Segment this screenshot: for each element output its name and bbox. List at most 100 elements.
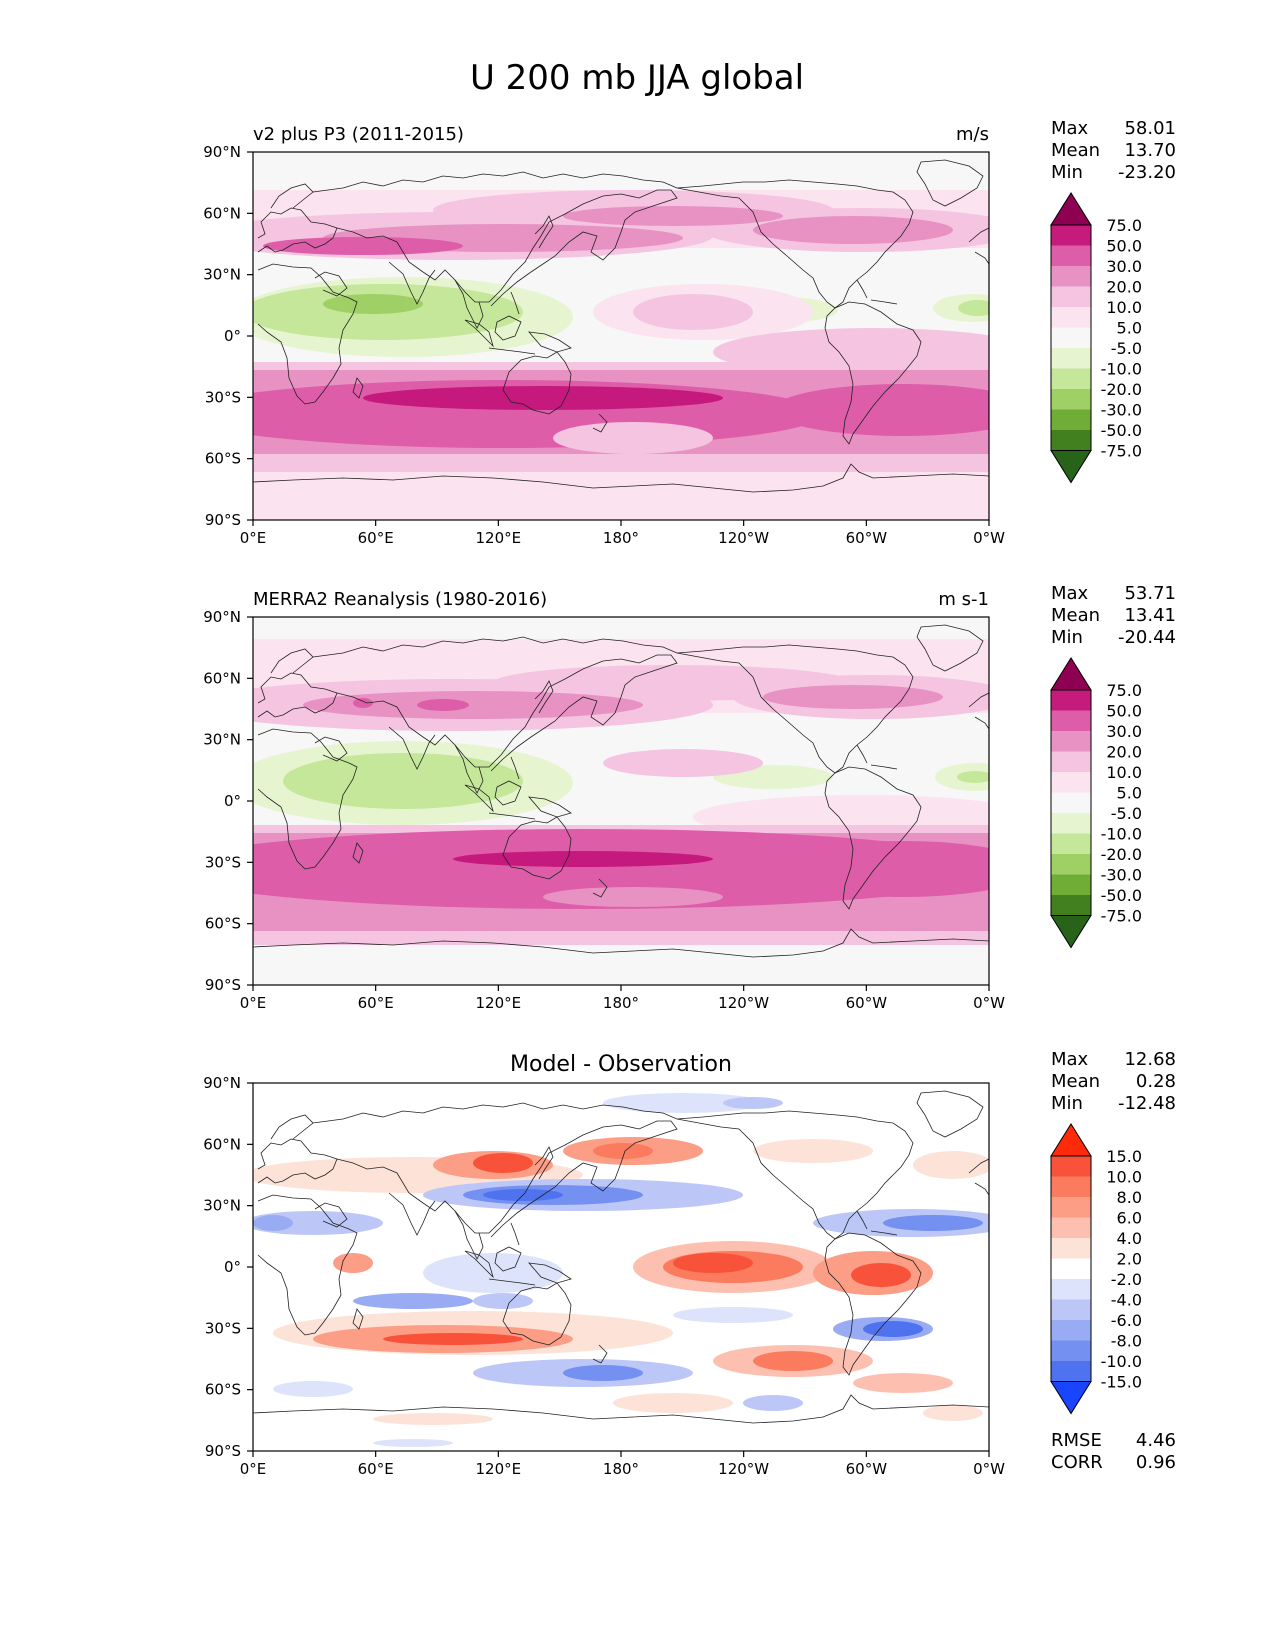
colorbar-label: 4.0 [1117, 1229, 1142, 1248]
colorbar-label: -50.0 [1101, 886, 1142, 905]
colorbar-swatch [1051, 225, 1091, 246]
lat-tick-label: 30°S [205, 853, 241, 871]
colorbar-swatch [1051, 731, 1091, 752]
colorbar-swatch [1051, 874, 1091, 896]
colorbar-swatch [1051, 430, 1091, 451]
colorbar-extend-min [1050, 915, 1092, 949]
colorbar-swatch [1051, 286, 1091, 308]
colorbar-swatch [1051, 1176, 1091, 1198]
rmse-label: RMSE [1051, 1430, 1102, 1451]
stat-max-label: Max [1051, 1049, 1089, 1070]
lat-tick-label: 60°N [203, 669, 241, 687]
colorbar-label: -75.0 [1101, 442, 1142, 461]
lon-tick-label: 60°E [358, 1460, 394, 1478]
colorbar-label: -20.0 [1101, 380, 1142, 399]
colorbar-swatch [1051, 1340, 1091, 1362]
colorbar-label: -75.0 [1101, 907, 1142, 926]
colorbar-test: 75.0 50.030.0 20.010.0 5.0-5.0 -10.0-20.0 -30… [1050, 192, 1142, 484]
lon-tick-label: 180° [603, 1460, 639, 1478]
lat-tick-label: 90°S [205, 511, 241, 529]
colorbar-swatch [1051, 1156, 1091, 1177]
colorbar-label: 20.0 [1106, 278, 1142, 297]
colorbar-extend-max [1050, 192, 1092, 226]
stat-min-value: -12.48 [1118, 1093, 1176, 1114]
lat-tick-label: 30°N [203, 1197, 241, 1215]
colorbar-label: 6.0 [1117, 1209, 1142, 1228]
lon-axis: 0°E 60°E 120°E 180° 120°W 60°W 0°W [240, 520, 1005, 547]
colorbar-swatch [1051, 389, 1091, 410]
colorbar-label: -30.0 [1101, 866, 1142, 885]
colorbar-frame [1050, 224, 1092, 451]
map-field [253, 1083, 989, 1451]
colorbar-label: 2.0 [1117, 1250, 1142, 1269]
lon-tick-label: 0°E [240, 1460, 267, 1478]
colorbar-label: -20.0 [1101, 845, 1142, 864]
colorbar-label: 75.0 [1106, 216, 1142, 235]
colorbar-swatch [1051, 1279, 1091, 1300]
colorbar-label: 10.0 [1106, 1168, 1142, 1187]
colorbar-swatch [1051, 1299, 1091, 1321]
stat-min-label: Min [1051, 1093, 1083, 1114]
skill-scores: RMSE 4.46 CORR 0.96 [1051, 1430, 1176, 1473]
colorbar-swatch [1051, 1238, 1091, 1259]
colorbar-label: -5.0 [1111, 339, 1142, 358]
lat-axis: 90°N 60°N 30°N 0° 30°S 60°S 90°S [203, 143, 253, 529]
colorbar-swatch [1051, 307, 1091, 328]
lat-tick-label: 60°N [203, 1135, 241, 1153]
colorbar-label: -4.0 [1111, 1291, 1142, 1310]
panel-difference: Model - Observation 90°N 60°N 30°N 0° 30°S 60… [203, 1052, 1005, 1478]
colorbar-swatch [1051, 854, 1091, 875]
colorbar-swatch [1051, 792, 1091, 814]
lat-tick-label: 0° [224, 792, 241, 810]
colorbar-label: -5.0 [1111, 804, 1142, 823]
panel-reference: MERRA2 Reanalysis (1980-2016) m s-1 90°N… [203, 589, 1005, 1012]
colorbar-label: -30.0 [1101, 401, 1142, 420]
lon-tick-label: 120°E [476, 1460, 522, 1478]
stats-difference: Max 12.68 Mean 0.28 Min -12.48 [1051, 1049, 1176, 1114]
panel-left-title: v2 plus P3 (2011-2015) [253, 124, 464, 145]
colorbar-swatch [1051, 895, 1091, 916]
stat-max-label: Max [1051, 118, 1089, 139]
lat-tick-label: 90°S [205, 1442, 241, 1460]
colorbar-swatch [1051, 1217, 1091, 1239]
colorbar-swatch [1051, 327, 1091, 349]
colorbar-label: 30.0 [1106, 257, 1142, 276]
colorbar-swatch [1051, 710, 1091, 732]
colorbar-swatch [1051, 266, 1091, 287]
lon-tick-label: 0°W [973, 994, 1005, 1012]
lat-tick-label: 60°S [205, 1381, 241, 1399]
colorbar-swatch [1051, 772, 1091, 793]
panel-left-title: MERRA2 Reanalysis (1980-2016) [253, 589, 547, 610]
colorbar-swatch [1051, 348, 1091, 369]
colorbar-swatch [1051, 690, 1091, 711]
colorbar-label: -10.0 [1101, 1352, 1142, 1371]
colorbar-label: 5.0 [1117, 784, 1142, 803]
colorbar-label: -10.0 [1101, 825, 1142, 844]
colorbar-swatch [1051, 1361, 1091, 1382]
lon-tick-label: 60°W [846, 529, 888, 547]
corr-value: 0.96 [1136, 1452, 1176, 1473]
colorbar-label: 50.0 [1106, 237, 1142, 256]
lon-tick-label: 60°E [358, 994, 394, 1012]
colorbar-swatch [1051, 751, 1091, 773]
stat-max-value: 53.71 [1124, 583, 1176, 604]
stat-mean-label: Mean [1051, 605, 1100, 626]
colorbar-label: 75.0 [1106, 681, 1142, 700]
lon-tick-label: 0°W [973, 529, 1005, 547]
stat-max-value: 58.01 [1124, 118, 1176, 139]
colorbar-label: 50.0 [1106, 702, 1142, 721]
lat-axis: 90°N 60°N 30°N 0° 30°S 60°S 90°S [203, 1074, 253, 1460]
colorbar-extend-min [1050, 450, 1092, 484]
rmse-value: 4.46 [1136, 1430, 1176, 1451]
colorbar-label: -8.0 [1111, 1332, 1142, 1351]
panel-units: m/s [956, 124, 989, 145]
lon-tick-label: 180° [603, 994, 639, 1012]
corr-label: CORR [1051, 1452, 1103, 1473]
colorbar-label: 5.0 [1117, 319, 1142, 338]
colorbar-frame [1050, 689, 1092, 916]
figure-title: U 200 mb JJA global [470, 58, 804, 98]
colorbar-frame [1050, 1155, 1092, 1382]
stat-min-label: Min [1051, 627, 1083, 648]
lat-tick-label: 30°N [203, 731, 241, 749]
